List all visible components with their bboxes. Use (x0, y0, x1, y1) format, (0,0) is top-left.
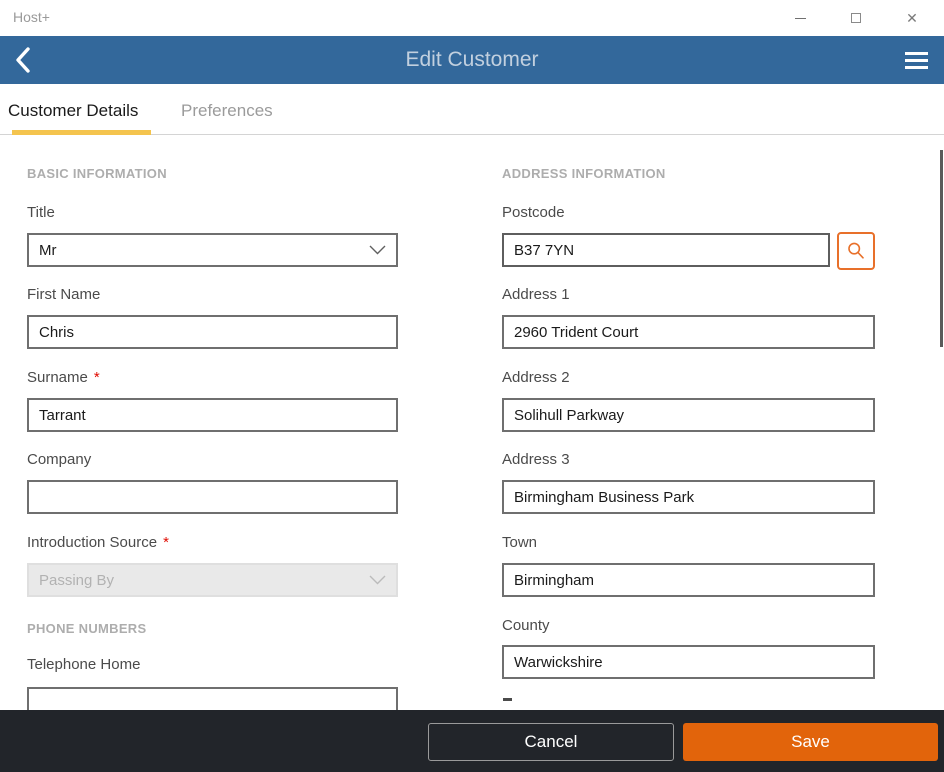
tab-customer-details[interactable]: Customer Details (8, 101, 139, 120)
app-title: Host+ (13, 9, 50, 25)
telephone-home-field-box (27, 687, 398, 710)
company-field-box (27, 480, 398, 514)
section-address-information: ADDRESS INFORMATION (502, 166, 666, 181)
required-asterisk: * (163, 534, 169, 551)
first-name-label: First Name (27, 286, 101, 303)
footer-bar: Cancel Save (0, 710, 944, 772)
town-label: Town (502, 534, 538, 551)
introduction-source-select: Passing By (27, 563, 398, 597)
clipped-next-field-label (503, 698, 512, 701)
address2-label: Address 2 (502, 369, 570, 386)
back-button[interactable] (0, 36, 46, 84)
introduction-source-label: Introduction Source * (27, 534, 169, 551)
chevron-down-icon (369, 245, 386, 255)
surname-label: Surname * (27, 369, 100, 386)
hamburger-icon (904, 51, 928, 55)
company-label: Company (27, 451, 92, 468)
address3-field-box (502, 480, 875, 514)
title-select-value: Mr (39, 241, 57, 259)
close-icon: ✕ (906, 10, 918, 26)
close-button[interactable]: ✕ (884, 0, 940, 36)
window-controls: ✕ (772, 0, 940, 36)
introduction-source-value: Passing By (39, 571, 115, 589)
surname-input[interactable] (29, 400, 396, 430)
address1-field-box (502, 315, 875, 349)
postcode-lookup-button[interactable] (837, 232, 875, 270)
required-asterisk: * (93, 369, 100, 386)
postcode-field-box (502, 233, 830, 267)
company-input[interactable] (29, 482, 396, 512)
surname-field-box (27, 398, 398, 432)
address2-field-box (502, 398, 875, 432)
tabbar: Customer Details Preferences (0, 84, 944, 135)
county-field-box (502, 645, 875, 679)
menu-button[interactable] (898, 36, 934, 84)
title-select[interactable]: Mr (27, 233, 398, 267)
minimize-button[interactable] (772, 0, 828, 36)
form-content: BASIC INFORMATION Title Mr First Name Su… (0, 136, 944, 710)
county-label: County (502, 617, 550, 634)
address3-input[interactable] (504, 482, 873, 512)
titlebar: Host+ ✕ (0, 0, 944, 36)
search-icon (848, 242, 864, 259)
maximize-icon (851, 13, 861, 23)
vertical-scrollbar-thumb[interactable] (940, 150, 943, 347)
maximize-button[interactable] (828, 0, 884, 36)
postcode-label: Postcode (502, 204, 565, 221)
address2-input[interactable] (504, 400, 873, 430)
page-header: Edit Customer (0, 36, 944, 84)
address1-input[interactable] (504, 317, 873, 347)
town-field-box (502, 563, 875, 597)
minimize-icon (794, 17, 806, 19)
page-title: Edit Customer (405, 48, 539, 71)
save-button[interactable]: Save (683, 723, 938, 761)
first-name-field-box (27, 315, 398, 349)
town-input[interactable] (504, 565, 873, 595)
first-name-input[interactable] (29, 317, 396, 347)
cancel-button[interactable]: Cancel (428, 723, 674, 761)
telephone-home-input[interactable] (29, 689, 396, 710)
section-basic-information: BASIC INFORMATION (27, 166, 167, 181)
back-icon (16, 47, 30, 73)
tab-preferences[interactable]: Preferences (181, 101, 273, 120)
chevron-down-icon (369, 575, 386, 585)
postcode-input[interactable] (504, 235, 828, 265)
active-tab-indicator (12, 130, 151, 135)
county-input[interactable] (504, 647, 873, 677)
address1-label: Address 1 (502, 286, 570, 303)
address3-label: Address 3 (502, 451, 570, 468)
title-label: Title (27, 204, 55, 221)
section-phone-numbers: PHONE NUMBERS (27, 621, 147, 636)
telephone-home-label: Telephone Home (27, 656, 141, 673)
